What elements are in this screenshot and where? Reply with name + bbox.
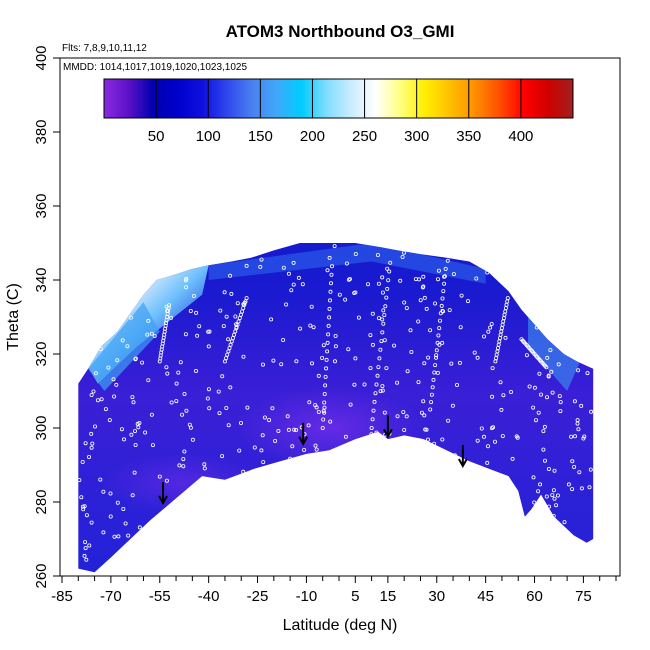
x-tick-label: -10 [296,588,318,605]
x-tick-label: -40 [198,588,220,605]
x-tick-label: -70 [100,588,122,605]
x-tick-label: -85 [51,588,73,605]
colorbar-tick-label: 150 [248,128,273,145]
plot-frame [59,57,621,577]
y-tick-label: 360 [33,193,50,218]
colorbar: 50 100 150 200 250 300 350 400 [103,78,574,145]
x-tick-label: 5 [351,588,359,605]
y-tick-label: 340 [33,267,50,292]
down-arrow-marker [158,482,168,506]
colorbar-tick-label: 250 [352,128,377,145]
down-arrow-marker [298,422,309,446]
dates-annotation: MMDD: 1014,1017,1019,1020,1023,1025 [63,62,247,73]
x-tick-label: 30 [428,588,445,605]
y-tick-label: 380 [33,119,50,144]
x-tick-label: 60 [526,588,543,605]
down-arrow-marker [383,415,393,439]
y-tick-label: 320 [33,341,50,366]
colorbar-tick-label: 350 [456,128,481,145]
x-tick-label: 45 [477,588,494,605]
colorbar-gradient [103,78,574,119]
flights-annotation: Flts: 7,8,9,10,11,12 [62,43,147,54]
x-tick-label: -55 [149,588,171,605]
y-tick-label: 400 [33,45,50,70]
arrow-markers [158,415,468,506]
y-axis-label: Theta (C) [5,283,22,351]
y-tick-label: 300 [33,415,50,440]
mid-o3-region [88,302,160,391]
colorbar-tick-label: 400 [508,128,533,145]
y-tick-label: 280 [33,489,50,514]
y-tick-label: 260 [33,563,50,588]
colorbar-tick-label: 100 [196,128,221,145]
o3-field [78,243,594,573]
low-o3-south [102,453,263,514]
x-axis: -85 -70 -55 -40 -25 -10 5 15 30 45 60 75 [51,576,617,605]
x-tick-label: 75 [575,588,592,605]
x-axis-label: Latitude (deg N) [283,617,398,634]
plot-area: MMDD: 1014,1017,1019,1020,1023,1025 [59,57,621,577]
x-tick-label: 15 [380,588,397,605]
colorbar-tick-label: 50 [148,128,165,145]
x-tick-label: -25 [247,588,269,605]
chart-title: ATOM3 Northbound O3_GMI [226,22,455,41]
colorbar-tick-label: 300 [404,128,429,145]
y-axis: 260 280 300 320 340 360 380 400 [33,45,60,589]
colorbar-tick-label: 200 [300,128,325,145]
low-o3-core [234,388,425,468]
down-arrow-marker [457,445,468,469]
